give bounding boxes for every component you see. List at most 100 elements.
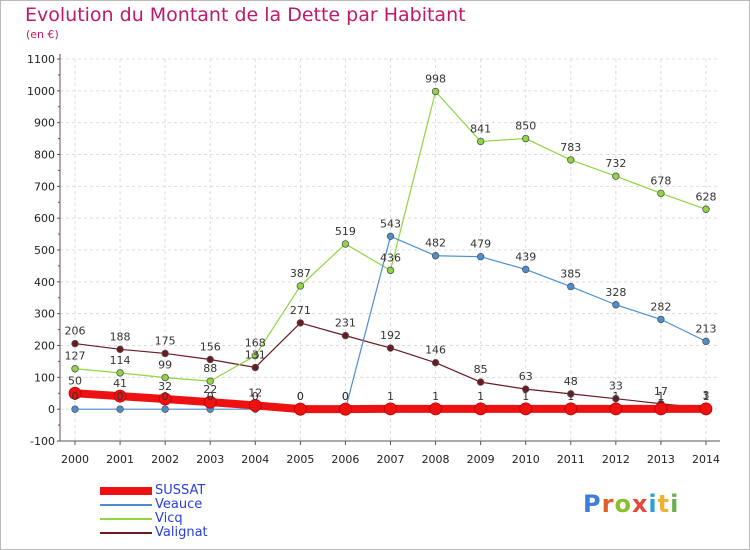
data-point-valignat (431, 358, 440, 367)
data-label-veauce: 439 (515, 250, 536, 263)
x-tick-label: 2003 (196, 453, 224, 466)
y-tick-label: 0 (48, 403, 55, 416)
data-label-valignat: 3 (703, 389, 710, 402)
y-tick-label: 100 (34, 371, 55, 384)
y-tick-label: 500 (34, 244, 55, 257)
data-point-valignat (522, 385, 530, 393)
data-label-vicq: 387 (290, 267, 311, 280)
legend-swatch-valignat (100, 532, 152, 534)
data-label-vicq: 114 (110, 354, 131, 367)
legend-swatch-sussat (100, 487, 152, 495)
x-tick-label: 2014 (692, 453, 720, 466)
data-point-sussat (158, 392, 172, 406)
data-point-veauce (386, 232, 395, 241)
data-label-veauce: 0 (72, 390, 79, 403)
series-sussat (68, 386, 713, 416)
data-label-valignat: 131 (245, 348, 266, 361)
data-label-veauce: 0 (117, 390, 124, 403)
data-point-valignat (71, 339, 79, 348)
data-label-sussat: 1 (612, 390, 619, 403)
x-tick-label: 2005 (286, 453, 314, 466)
data-label-veauce: 543 (380, 217, 401, 230)
data-label-sussat: 12 (248, 386, 262, 399)
data-label-vicq: 519 (335, 225, 356, 238)
data-point-valignat (296, 319, 305, 327)
data-label-valignat: 85 (474, 363, 488, 376)
y-tick-label: 600 (34, 212, 55, 225)
data-label-sussat: 0 (342, 390, 349, 403)
data-label-veauce: 385 (560, 268, 581, 281)
data-point-vicq (612, 172, 620, 180)
data-label-valignat: 156 (200, 341, 221, 354)
data-label-vicq: 998 (425, 72, 446, 85)
data-point-valignat (116, 345, 124, 354)
x-tick-label: 2007 (377, 453, 405, 466)
data-point-vicq (116, 369, 124, 377)
legend-swatch-veauce (100, 504, 152, 506)
data-point-valignat (341, 331, 350, 340)
x-tick-label: 2000 (61, 453, 89, 466)
data-label-veauce: 0 (207, 390, 214, 403)
data-label-valignat: 63 (519, 370, 533, 383)
y-tick-label: 800 (34, 149, 55, 162)
data-point-sussat (339, 402, 352, 416)
data-point-veauce (71, 405, 79, 413)
data-point-sussat (293, 402, 307, 416)
unit-label: (en €) (26, 28, 59, 41)
y-tick-label: 300 (34, 308, 55, 321)
data-label-valignat: 17 (654, 385, 668, 398)
data-label-valignat: 206 (65, 325, 86, 338)
data-point-sussat (699, 402, 713, 416)
legend-swatch-vicq (100, 518, 152, 520)
proxiti-logo: Proxiti (583, 490, 679, 518)
data-point-veauce (702, 337, 710, 346)
data-point-valignat (386, 344, 395, 352)
data-point-sussat (113, 389, 127, 403)
data-point-vicq (341, 240, 350, 248)
data-point-sussat (248, 398, 262, 412)
data-label-valignat: 231 (335, 317, 356, 330)
data-label-vicq: 850 (515, 120, 536, 133)
data-label-sussat: 1 (477, 390, 484, 403)
chart-title: Evolution du Montant de la Dette par Hab… (25, 4, 466, 26)
y-tick-label: 200 (34, 340, 55, 353)
data-point-valignat (612, 394, 620, 403)
data-label-valignat: 192 (380, 329, 401, 342)
y-tick-label: -100 (30, 435, 55, 448)
data-label-vicq: 99 (158, 359, 172, 372)
data-point-sussat (68, 386, 82, 400)
data-point-vicq (522, 134, 530, 143)
y-tick-label: 900 (34, 117, 55, 130)
data-point-vicq (161, 373, 169, 382)
data-point-vicq (702, 205, 710, 213)
data-label-sussat: 1 (703, 390, 710, 403)
data-label-valignat: 175 (155, 334, 176, 347)
data-point-vicq (296, 282, 305, 290)
data-label-valignat: 48 (564, 375, 578, 388)
legend-label-veauce: Veauce (155, 497, 203, 512)
data-label-valignat: 271 (290, 304, 311, 317)
data-label-vicq: 783 (560, 141, 581, 154)
data-label-sussat: 1 (522, 390, 529, 403)
data-label-vicq: 436 (380, 251, 401, 264)
data-label-vicq: 168 (245, 337, 266, 350)
data-point-veauce (657, 315, 665, 324)
data-label-vicq: 732 (605, 157, 626, 170)
data-label-veauce: 0 (252, 390, 259, 403)
data-point-valignat (567, 390, 575, 398)
data-point-vicq (567, 156, 575, 164)
data-point-vicq (657, 189, 665, 198)
data-point-sussat (384, 402, 397, 416)
x-tick-label: 2001 (106, 453, 134, 466)
logo-letter: i (648, 490, 658, 518)
data-point-sussat (564, 402, 578, 416)
x-tick-label: 2013 (647, 453, 675, 466)
x-tick-label: 2004 (241, 453, 269, 466)
data-point-vicq (431, 87, 440, 96)
data-point-vicq (251, 351, 259, 360)
data-point-sussat (609, 402, 623, 416)
data-point-valignat (251, 363, 259, 372)
data-label-sussat: 32 (158, 380, 172, 393)
